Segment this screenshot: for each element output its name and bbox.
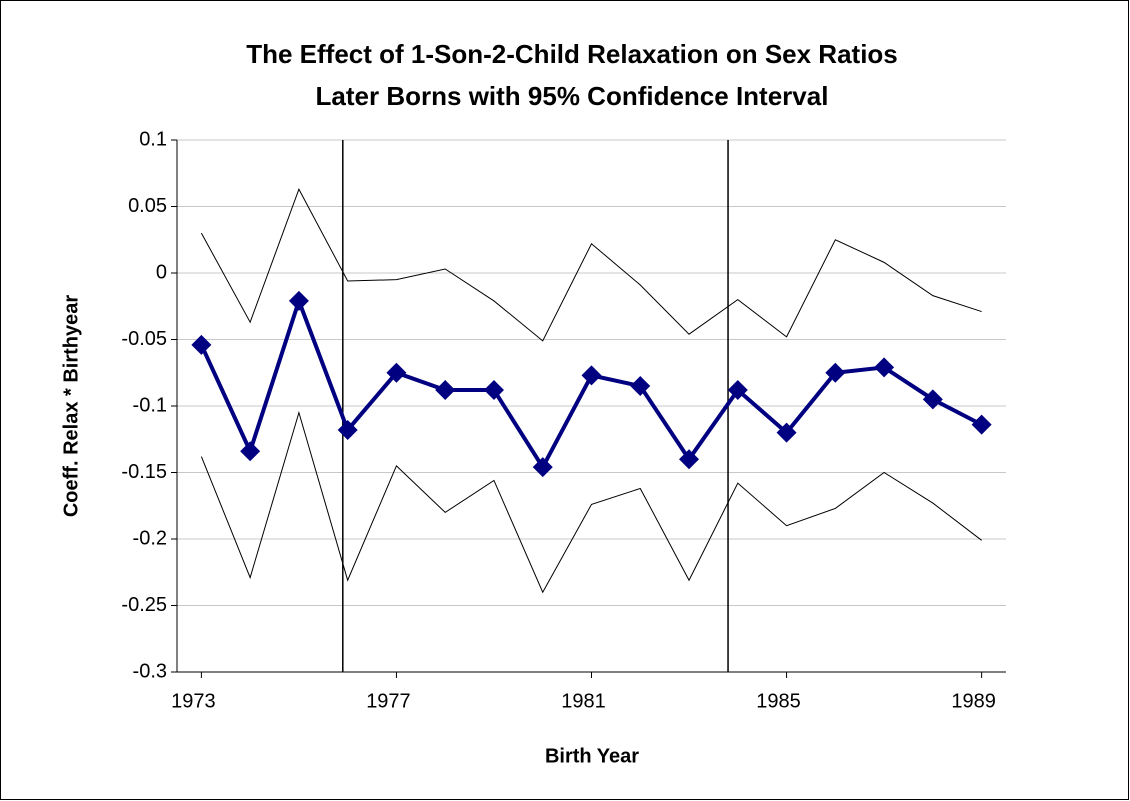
- x-tick-label: 1985: [756, 690, 801, 712]
- marker: [435, 380, 456, 401]
- x-axis-title: Birth Year: [545, 745, 639, 767]
- y-tick-label: 0.1: [139, 128, 167, 150]
- series-line: [200, 187, 982, 342]
- x-tick-label: 1977: [366, 690, 411, 712]
- x-tick-label: 1973: [171, 690, 216, 712]
- marker: [825, 362, 846, 383]
- marker: [240, 441, 261, 462]
- marker: [971, 414, 992, 435]
- chart-subtitle: Later Borns with 95% Confidence Interval: [316, 81, 829, 111]
- marker: [874, 357, 895, 378]
- x-tick-label: 1981: [561, 690, 606, 712]
- y-tick-label: 0: [156, 261, 167, 283]
- marker: [386, 362, 407, 383]
- y-tick-label: -0.25: [121, 594, 167, 616]
- marker: [630, 376, 651, 397]
- y-axis-title: Coeff. Relax * Birthyear: [60, 295, 82, 518]
- marker: [532, 457, 553, 478]
- y-tick-label: 0.05: [128, 195, 167, 217]
- y-tick-label: -0.1: [133, 394, 167, 416]
- marker: [776, 422, 797, 443]
- y-tick-label: -0.2: [133, 527, 167, 549]
- y-tick-label: -0.15: [121, 461, 167, 483]
- marker: [922, 389, 943, 410]
- series-line: [200, 410, 982, 594]
- y-tick-label: -0.05: [121, 328, 167, 350]
- marker: [337, 419, 358, 440]
- x-tick-label: 1989: [951, 690, 996, 712]
- marker: [581, 365, 602, 386]
- y-tick-label: -0.3: [133, 660, 167, 682]
- marker: [288, 290, 309, 311]
- marker: [191, 334, 212, 355]
- marker: [679, 449, 700, 470]
- marker: [483, 380, 504, 401]
- marker: [727, 380, 748, 401]
- chart-title: The Effect of 1-Son-2-Child Relaxation o…: [246, 39, 898, 69]
